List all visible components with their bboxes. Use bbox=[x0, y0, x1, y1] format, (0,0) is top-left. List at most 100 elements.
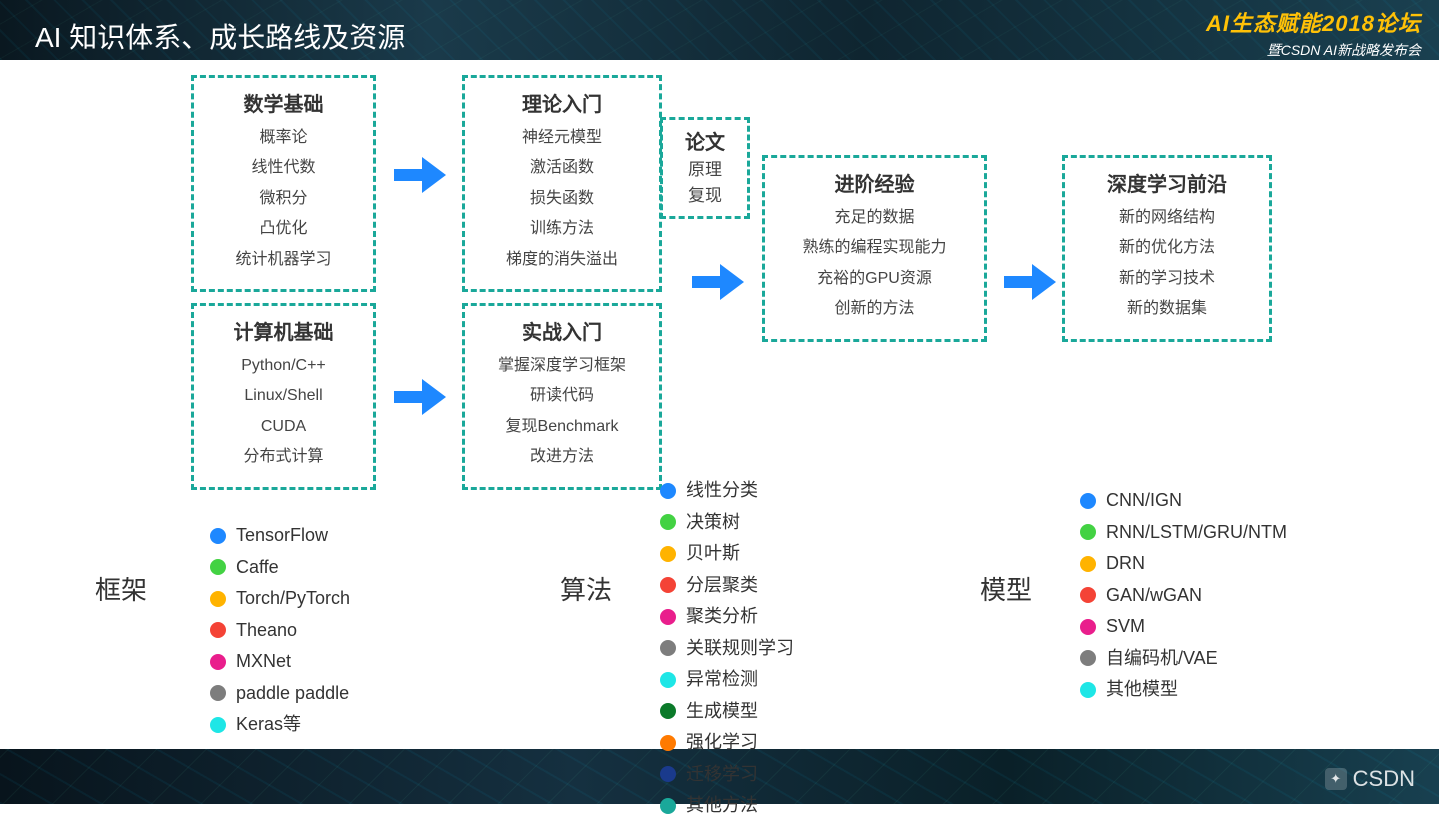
legend-dot-icon bbox=[210, 559, 226, 575]
legend-dot-icon bbox=[660, 798, 676, 814]
legend-item-text: Caffe bbox=[236, 552, 279, 584]
legend-dot-icon bbox=[660, 703, 676, 719]
legend-item-text: 异常检测 bbox=[686, 664, 758, 696]
legend-dot-icon bbox=[1080, 650, 1096, 666]
box-title: 深度学习前沿 bbox=[1083, 168, 1251, 197]
legend-dot-icon bbox=[660, 640, 676, 656]
box-item: 概率论 bbox=[212, 123, 355, 153]
box-item: 新的优化方法 bbox=[1083, 233, 1251, 263]
legend-dot-icon bbox=[660, 514, 676, 530]
legend-item: 其他模型 bbox=[1080, 674, 1287, 706]
legend-item: 决策树 bbox=[660, 507, 794, 539]
legend-item: 异常检测 bbox=[660, 664, 794, 696]
legend-item-text: 生成模型 bbox=[686, 696, 758, 728]
legend-label-frameworks: 框架 bbox=[95, 570, 147, 607]
box-item: CUDA bbox=[212, 412, 355, 442]
legend-item-text: Theano bbox=[236, 615, 297, 647]
legend-item: 关联规则学习 bbox=[660, 633, 794, 665]
legend-item-text: 贝叶斯 bbox=[686, 538, 740, 570]
box-item: 统计机器学习 bbox=[212, 245, 355, 275]
legend-item: 生成模型 bbox=[660, 696, 794, 728]
legend-item-text: 关联规则学习 bbox=[686, 633, 794, 665]
legend-item: CNN/IGN bbox=[1080, 485, 1287, 517]
legend-item: Theano bbox=[210, 615, 350, 647]
legend-dot-icon bbox=[1080, 682, 1096, 698]
page-title: AI 知识体系、成长路线及资源 bbox=[35, 16, 405, 56]
box-item: 新的网络结构 bbox=[1083, 203, 1251, 233]
legend-item: paddle paddle bbox=[210, 678, 350, 710]
legend-item-text: 线性分类 bbox=[686, 475, 758, 507]
arrow-right-icon bbox=[392, 375, 448, 419]
box-bpaper: 论文原理复现 bbox=[660, 117, 750, 219]
legend-item-text: 分层聚类 bbox=[686, 570, 758, 602]
legend-dot-icon bbox=[1080, 493, 1096, 509]
legend-dot-icon bbox=[660, 609, 676, 625]
legend-dot-icon bbox=[660, 577, 676, 593]
legend-dot-icon bbox=[210, 717, 226, 733]
legend-item: 线性分类 bbox=[660, 475, 794, 507]
wechat-icon: ✦ bbox=[1325, 768, 1347, 790]
legend-algorithms: 线性分类决策树贝叶斯分层聚类聚类分析关联规则学习异常检测生成模型强化学习迁移学习… bbox=[660, 475, 794, 822]
legend-dot-icon bbox=[210, 528, 226, 544]
legend-models: CNN/IGNRNN/LSTM/GRU/NTMDRNGAN/wGANSVM自编码… bbox=[1080, 485, 1287, 706]
box-item: 梯度的消失溢出 bbox=[483, 245, 641, 275]
box-item: 凸优化 bbox=[212, 214, 355, 244]
legend-dot-icon bbox=[210, 622, 226, 638]
event-logo: AI生态赋能2018论坛 暨CSDN AI新战略发布会 bbox=[1206, 6, 1421, 60]
box-b1b: 计算机基础Python/C++Linux/ShellCUDA分布式计算 bbox=[191, 303, 376, 490]
box-b1a: 数学基础概率论线性代数微积分凸优化统计机器学习 bbox=[191, 75, 376, 292]
legend-item-text: paddle paddle bbox=[236, 678, 349, 710]
legend-item-text: 决策树 bbox=[686, 507, 740, 539]
legend-item-text: 其他模型 bbox=[1106, 674, 1178, 706]
box-title: 实战入门 bbox=[483, 316, 641, 345]
legend-dot-icon bbox=[210, 654, 226, 670]
box-item: 微积分 bbox=[212, 184, 355, 214]
box-item: 线性代数 bbox=[212, 153, 355, 183]
box-item: 训练方法 bbox=[483, 214, 641, 244]
legend-item-text: SVM bbox=[1106, 611, 1145, 643]
legend-item: Caffe bbox=[210, 552, 350, 584]
logo-sub: 暨CSDN AI新战略发布会 bbox=[1206, 40, 1421, 60]
box-item: 创新的方法 bbox=[783, 294, 966, 324]
arrow-right-icon bbox=[1002, 260, 1058, 304]
legend-item: 贝叶斯 bbox=[660, 538, 794, 570]
box-b2a: 理论入门神经元模型激活函数损失函数训练方法梯度的消失溢出 bbox=[462, 75, 662, 292]
legend-item: 强化学习 bbox=[660, 727, 794, 759]
legend-item: SVM bbox=[1080, 611, 1287, 643]
box-item: 复现Benchmark bbox=[483, 412, 641, 442]
legend-dot-icon bbox=[660, 483, 676, 499]
box-item: 熟练的编程实现能力 bbox=[783, 233, 966, 263]
box-item: Linux/Shell bbox=[212, 381, 355, 411]
box-item: 研读代码 bbox=[483, 381, 641, 411]
legend-dot-icon bbox=[1080, 587, 1096, 603]
box-title: 数学基础 bbox=[212, 88, 355, 117]
legend-item-text: 其他方法 bbox=[686, 790, 758, 822]
legend-item: MXNet bbox=[210, 646, 350, 678]
legend-item-text: 迁移学习 bbox=[686, 759, 758, 791]
legend-dot-icon bbox=[1080, 524, 1096, 540]
legend-item-text: TensorFlow bbox=[236, 520, 328, 552]
legend-dot-icon bbox=[660, 735, 676, 751]
legend-item: Torch/PyTorch bbox=[210, 583, 350, 615]
legend-frameworks: TensorFlowCaffeTorch/PyTorchTheanoMXNetp… bbox=[210, 520, 350, 741]
legend-item-text: GAN/wGAN bbox=[1106, 580, 1202, 612]
box-item: 神经元模型 bbox=[483, 123, 641, 153]
box-item: 激活函数 bbox=[483, 153, 641, 183]
legend-item-text: DRN bbox=[1106, 548, 1145, 580]
legend-item: 聚类分析 bbox=[660, 601, 794, 633]
arrow-right-icon bbox=[690, 260, 746, 304]
legend-item: 自编码机/VAE bbox=[1080, 643, 1287, 675]
legend-item-text: Keras等 bbox=[236, 709, 301, 741]
legend-item-text: Torch/PyTorch bbox=[236, 583, 350, 615]
legend-dot-icon bbox=[1080, 619, 1096, 635]
box-title: 计算机基础 bbox=[212, 316, 355, 345]
logo-main: AI生态赋能2018论坛 bbox=[1206, 6, 1421, 38]
box-item: 新的学习技术 bbox=[1083, 264, 1251, 294]
legend-dot-icon bbox=[660, 766, 676, 782]
box-title: 理论入门 bbox=[483, 88, 641, 117]
legend-item-text: 强化学习 bbox=[686, 727, 758, 759]
box-item: Python/C++ bbox=[212, 351, 355, 381]
legend-item: Keras等 bbox=[210, 709, 350, 741]
legend-dot-icon bbox=[210, 591, 226, 607]
legend-item: TensorFlow bbox=[210, 520, 350, 552]
